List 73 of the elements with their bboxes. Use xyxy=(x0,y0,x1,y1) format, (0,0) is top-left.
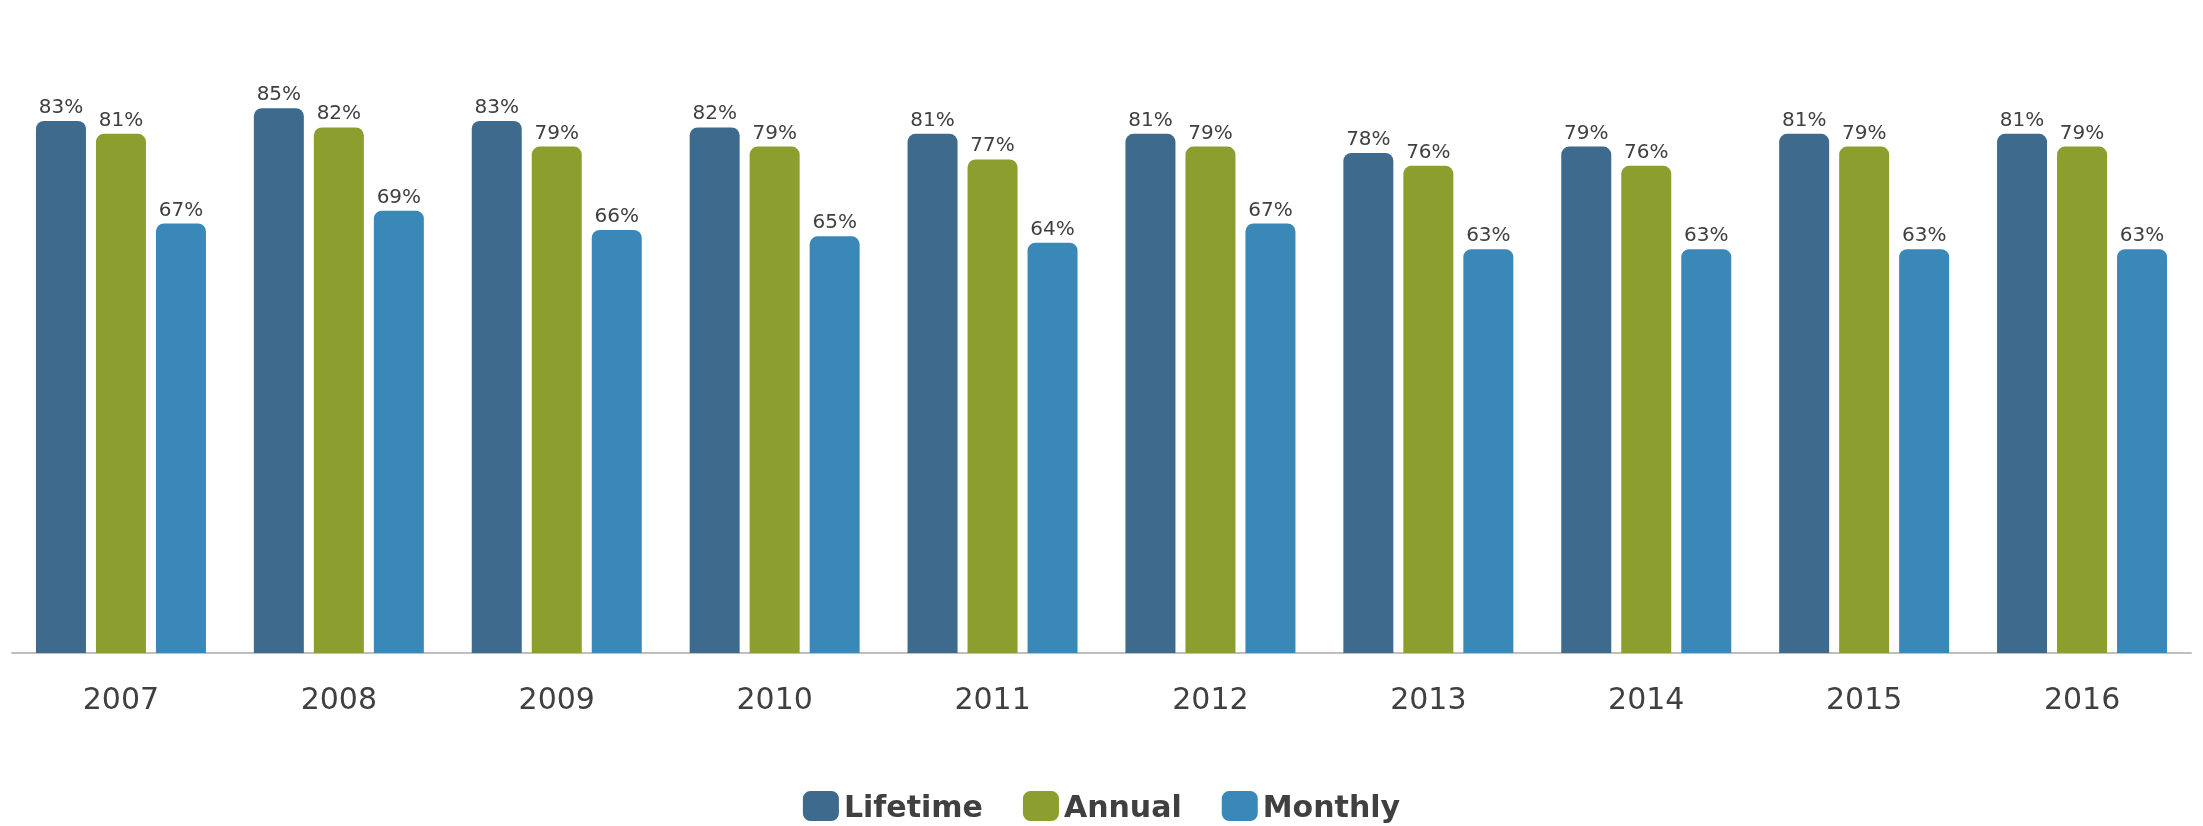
bar xyxy=(1621,165,1672,653)
bar xyxy=(1561,146,1612,653)
bar xyxy=(591,229,642,653)
bar xyxy=(1463,249,1514,653)
bar xyxy=(95,133,146,653)
data-label: 81% xyxy=(1999,106,2045,131)
bar xyxy=(1779,133,1830,653)
data-label: 66% xyxy=(594,202,639,227)
bar xyxy=(1839,146,1890,653)
bar xyxy=(1997,133,2048,653)
data-label: 82% xyxy=(692,100,737,125)
data-label: 63% xyxy=(1684,222,1729,247)
bar xyxy=(35,120,86,653)
data-label: 67% xyxy=(1248,196,1293,221)
data-label: 64% xyxy=(1030,215,1075,240)
data-label: 67% xyxy=(158,196,204,221)
bar xyxy=(155,223,206,653)
data-label: 81% xyxy=(98,106,144,131)
bar xyxy=(1681,249,1732,653)
legend-label: Lifetime xyxy=(843,788,983,824)
data-label: 81% xyxy=(910,106,955,131)
x-tick-label: 2014 xyxy=(1608,680,1685,716)
bar xyxy=(531,146,582,653)
x-tick-label: 2016 xyxy=(2043,680,2121,716)
bar xyxy=(253,108,304,653)
bar xyxy=(1343,153,1394,653)
data-label: 81% xyxy=(1781,106,1827,131)
bar xyxy=(373,210,424,653)
data-label: 83% xyxy=(474,93,519,118)
x-tick-label: 2007 xyxy=(82,680,160,716)
bar xyxy=(1185,146,1236,653)
data-label: 63% xyxy=(1466,222,1511,247)
data-label: 79% xyxy=(752,119,797,144)
data-label: 77% xyxy=(970,132,1015,157)
bar xyxy=(967,159,1018,653)
bar xyxy=(749,146,800,653)
x-tick-label: 2011 xyxy=(954,680,1031,716)
data-label: 63% xyxy=(1901,222,1947,247)
data-label: 79% xyxy=(1564,119,1609,144)
bar xyxy=(689,127,740,653)
data-label: 76% xyxy=(1406,138,1451,163)
x-tick-label: 2015 xyxy=(1825,680,1903,716)
data-label: 85% xyxy=(256,81,302,106)
bar xyxy=(1403,165,1454,653)
x-tick-label: 2012 xyxy=(1172,680,1249,716)
data-label: 83% xyxy=(38,93,84,118)
legend-label: Annual xyxy=(1063,788,1182,824)
bar xyxy=(1027,242,1078,653)
data-label: 79% xyxy=(1841,119,1887,144)
bar xyxy=(907,133,958,653)
legend-label: Monthly xyxy=(1262,788,1401,824)
bar xyxy=(1899,249,1950,653)
data-label: 79% xyxy=(534,119,579,144)
bar xyxy=(1245,223,1296,653)
bar xyxy=(1125,133,1176,653)
data-label: 65% xyxy=(812,209,857,234)
data-label: 63% xyxy=(2119,222,2165,247)
bar xyxy=(471,120,522,653)
x-tick-label: 2010 xyxy=(736,680,813,716)
data-label: 79% xyxy=(1188,119,1233,144)
bar xyxy=(313,127,364,653)
data-label: 78% xyxy=(1346,126,1391,151)
data-label: 82% xyxy=(316,100,362,125)
x-tick-label: 2009 xyxy=(518,680,595,716)
bar xyxy=(2117,249,2168,653)
data-label: 79% xyxy=(2059,119,2105,144)
data-label: 81% xyxy=(1128,106,1173,131)
data-label: 69% xyxy=(376,183,422,208)
bar xyxy=(809,236,860,653)
bar xyxy=(2057,146,2108,653)
x-tick-label: 2008 xyxy=(300,680,378,716)
x-tick-label: 2013 xyxy=(1390,680,1467,716)
data-label: 76% xyxy=(1624,138,1669,163)
